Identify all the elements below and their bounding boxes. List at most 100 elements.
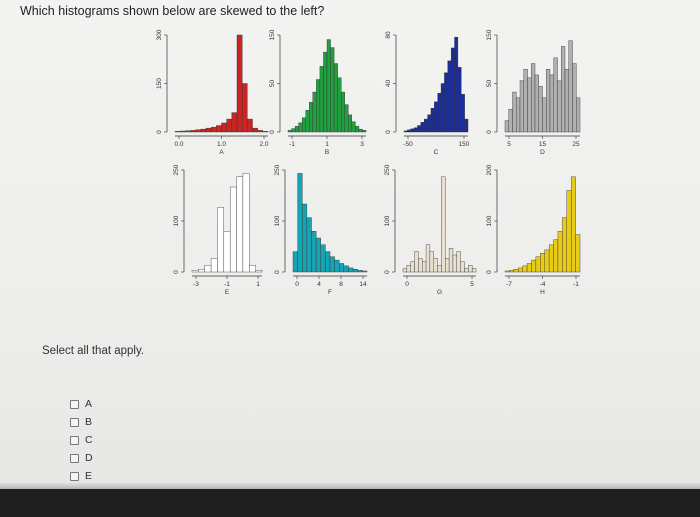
histogram-bar bbox=[549, 74, 554, 133]
histogram-bar bbox=[575, 234, 581, 273]
y-tick-label: 100 bbox=[274, 215, 281, 226]
histogram-bar bbox=[319, 66, 324, 133]
histogram-bar bbox=[570, 176, 576, 273]
histogram-bar bbox=[422, 261, 427, 273]
histogram-label: C bbox=[434, 149, 439, 156]
x-tick-label: 3 bbox=[360, 141, 364, 148]
histogram-bar bbox=[255, 270, 263, 273]
y-tick-label: 0 bbox=[384, 270, 391, 274]
y-tick-label: 80 bbox=[385, 31, 392, 39]
histogram-bar bbox=[204, 265, 212, 273]
histogram-bar bbox=[403, 130, 408, 133]
x-tick-label: 150 bbox=[459, 141, 470, 148]
histogram-bar bbox=[229, 186, 237, 273]
histogram-bar bbox=[461, 94, 465, 133]
histogram-label: A bbox=[219, 149, 224, 156]
histogram-bar bbox=[340, 91, 345, 133]
x-tick-label: 8 bbox=[339, 281, 343, 288]
histogram-bar bbox=[291, 128, 296, 133]
x-tick-label: 1 bbox=[325, 141, 329, 148]
histogram-bar bbox=[508, 108, 513, 133]
x-tick-label: -1 bbox=[224, 281, 230, 288]
histogram-bar bbox=[420, 122, 425, 133]
histogram-bar bbox=[523, 69, 528, 133]
x-tick-label: 15 bbox=[539, 141, 547, 148]
histogram-bar bbox=[414, 251, 419, 273]
choice-d[interactable]: D bbox=[70, 451, 93, 465]
choice-d-label: D bbox=[85, 452, 93, 464]
choice-b[interactable]: B bbox=[70, 415, 92, 429]
histogram-bar bbox=[210, 258, 218, 273]
histogram-bar bbox=[223, 230, 231, 273]
checkbox-d[interactable] bbox=[70, 453, 79, 463]
choice-a[interactable]: A bbox=[70, 397, 92, 411]
histogram-bar bbox=[553, 57, 558, 133]
histogram-bar bbox=[440, 83, 445, 133]
x-tick-label: 14 bbox=[359, 281, 367, 288]
histogram-bar bbox=[418, 258, 423, 273]
histogram-bar bbox=[337, 77, 342, 133]
histogram-bar bbox=[210, 126, 217, 133]
x-tick-label: -1 bbox=[289, 141, 295, 148]
histogram-bar bbox=[535, 256, 541, 273]
x-tick-label: -4 bbox=[540, 281, 546, 288]
x-tick-label: -3 bbox=[193, 281, 199, 288]
choice-a-label: A bbox=[85, 398, 93, 410]
histogram-bar bbox=[326, 39, 331, 133]
checkbox-e[interactable] bbox=[70, 471, 79, 481]
histogram-bar bbox=[262, 131, 269, 133]
histogram-bar bbox=[468, 265, 473, 273]
y-tick-label: 0 bbox=[269, 130, 276, 134]
checkbox-a[interactable] bbox=[70, 399, 79, 409]
histogram-bar bbox=[302, 203, 308, 273]
choice-e[interactable]: E bbox=[70, 469, 92, 483]
histogram-bar bbox=[568, 40, 573, 133]
histogram-bar bbox=[512, 91, 517, 133]
x-tick-label: 5 bbox=[470, 281, 474, 288]
histogram-bar bbox=[526, 263, 532, 273]
checkbox-b[interactable] bbox=[70, 417, 79, 427]
histogram-bar bbox=[531, 259, 537, 273]
histogram-bar bbox=[257, 130, 264, 133]
histogram-bar bbox=[454, 36, 459, 133]
histogram-bar bbox=[198, 269, 205, 273]
histogram-bar bbox=[174, 131, 181, 133]
histogram-d: 0 50 150 5 15 25 D bbox=[486, 29, 581, 156]
choice-b-label: B bbox=[85, 416, 93, 428]
histogram-bar bbox=[309, 102, 314, 133]
x-tick-label: 5 bbox=[507, 141, 511, 148]
y-tick-label: 300 bbox=[156, 29, 163, 40]
x-tick-label: 1 bbox=[256, 281, 260, 288]
histogram-bar bbox=[464, 268, 469, 273]
histogram-label: E bbox=[225, 289, 230, 296]
histogram-bar bbox=[217, 207, 225, 273]
y-tick-label: 200 bbox=[486, 164, 493, 175]
histogram-bar bbox=[315, 237, 321, 273]
histogram-bar bbox=[471, 268, 477, 273]
histogram-bar bbox=[200, 128, 207, 133]
histogram-bar bbox=[417, 125, 422, 133]
histogram-bar bbox=[460, 261, 465, 273]
histogram-bar bbox=[362, 130, 367, 133]
histogram-bar bbox=[323, 51, 328, 133]
histogram-label: H bbox=[540, 289, 545, 296]
checkbox-c[interactable] bbox=[70, 435, 79, 445]
histogram-bar bbox=[247, 118, 253, 133]
histogram-bar bbox=[410, 261, 415, 273]
histogram-bar bbox=[441, 176, 446, 273]
histogram-bar bbox=[427, 114, 432, 133]
histogram-bar bbox=[457, 67, 462, 133]
histogram-bar bbox=[534, 74, 539, 133]
choice-c[interactable]: C bbox=[70, 433, 93, 447]
x-tick-label: 0 bbox=[405, 281, 409, 288]
histogram-bar bbox=[351, 121, 356, 133]
histogram-bar bbox=[504, 270, 510, 273]
histogram-bar bbox=[557, 80, 562, 133]
instruction-text: Select all that apply. bbox=[42, 345, 145, 357]
histogram-bar bbox=[355, 126, 360, 133]
histogram-bar bbox=[513, 269, 519, 273]
histogram-bar bbox=[444, 72, 448, 133]
histogram-h: 0 100 200 -7 -4 -1 H bbox=[486, 164, 581, 296]
